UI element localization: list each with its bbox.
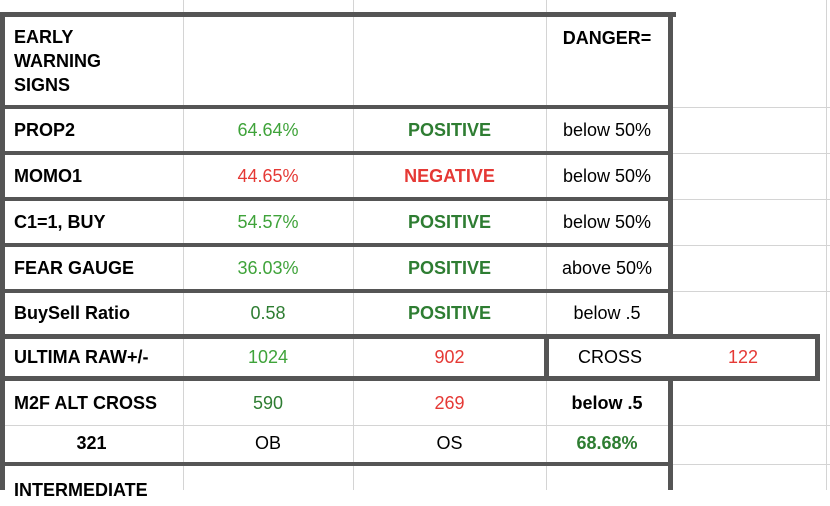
m2f-name[interactable]: M2F ALT CROSS [14, 392, 157, 413]
row-danger-fear-gauge[interactable]: above 50% [561, 257, 653, 278]
section-title-line: EARLY [14, 27, 74, 47]
ultima-minus-value[interactable]: 902 [434, 347, 465, 367]
m2f-percent[interactable]: 68.68% [576, 433, 638, 453]
cross-value[interactable]: 122 [727, 347, 759, 367]
next-section-title: INTERMEDIATE [14, 480, 148, 500]
row-status-prop2[interactable]: POSITIVE [407, 119, 492, 140]
section-title: EARLY WARNING SIGNS [0, 17, 183, 105]
row-danger-c1-buy[interactable]: below 50% [562, 211, 652, 232]
row-value-prop2[interactable]: 64.64% [237, 119, 299, 140]
row-status-fear-gauge[interactable]: POSITIVE [407, 257, 492, 278]
m2f-os-value[interactable]: 269 [434, 392, 465, 413]
section-title-line: WARNING [14, 51, 101, 71]
row-name-fear-gauge[interactable]: FEAR GAUGE [14, 257, 135, 278]
row-name-momo1[interactable]: MOMO1 [14, 165, 83, 186]
row-status-buysell-ratio[interactable]: POSITIVE [407, 303, 492, 323]
ultima-plus-value[interactable]: 1024 [247, 347, 289, 367]
row-value-c1-buy[interactable]: 54.57% [237, 211, 299, 232]
ob-label[interactable]: OB [254, 433, 281, 453]
section-title-line: SIGNS [14, 75, 71, 95]
row-value-fear-gauge[interactable]: 36.03% [237, 257, 299, 278]
row-danger-momo1[interactable]: below 50% [562, 165, 652, 186]
danger-header: DANGER= [562, 28, 652, 48]
row-value-momo1[interactable]: 44.65% [237, 165, 299, 186]
row-value-buysell-ratio[interactable]: 0.58 [250, 303, 286, 323]
row-status-c1-buy[interactable]: POSITIVE [407, 211, 492, 232]
row-danger-prop2[interactable]: below 50% [562, 119, 652, 140]
ultima-name[interactable]: ULTIMA RAW+/- [14, 347, 149, 367]
row-name-prop2[interactable]: PROP2 [14, 119, 76, 140]
m2f-threshold[interactable]: below .5 [571, 392, 643, 413]
row-status-momo1[interactable]: NEGATIVE [404, 165, 495, 186]
m2f-bottom-value[interactable]: 321 [76, 433, 107, 453]
row-name-c1-buy[interactable]: C1=1, BUY [14, 211, 106, 232]
row-name-buysell-ratio[interactable]: BuySell Ratio [14, 303, 131, 323]
m2f-ob-value[interactable]: 590 [252, 392, 284, 413]
cross-label[interactable]: CROSS [577, 347, 642, 367]
row-danger-buysell-ratio[interactable]: below .5 [573, 303, 641, 323]
os-label[interactable]: OS [436, 433, 463, 453]
